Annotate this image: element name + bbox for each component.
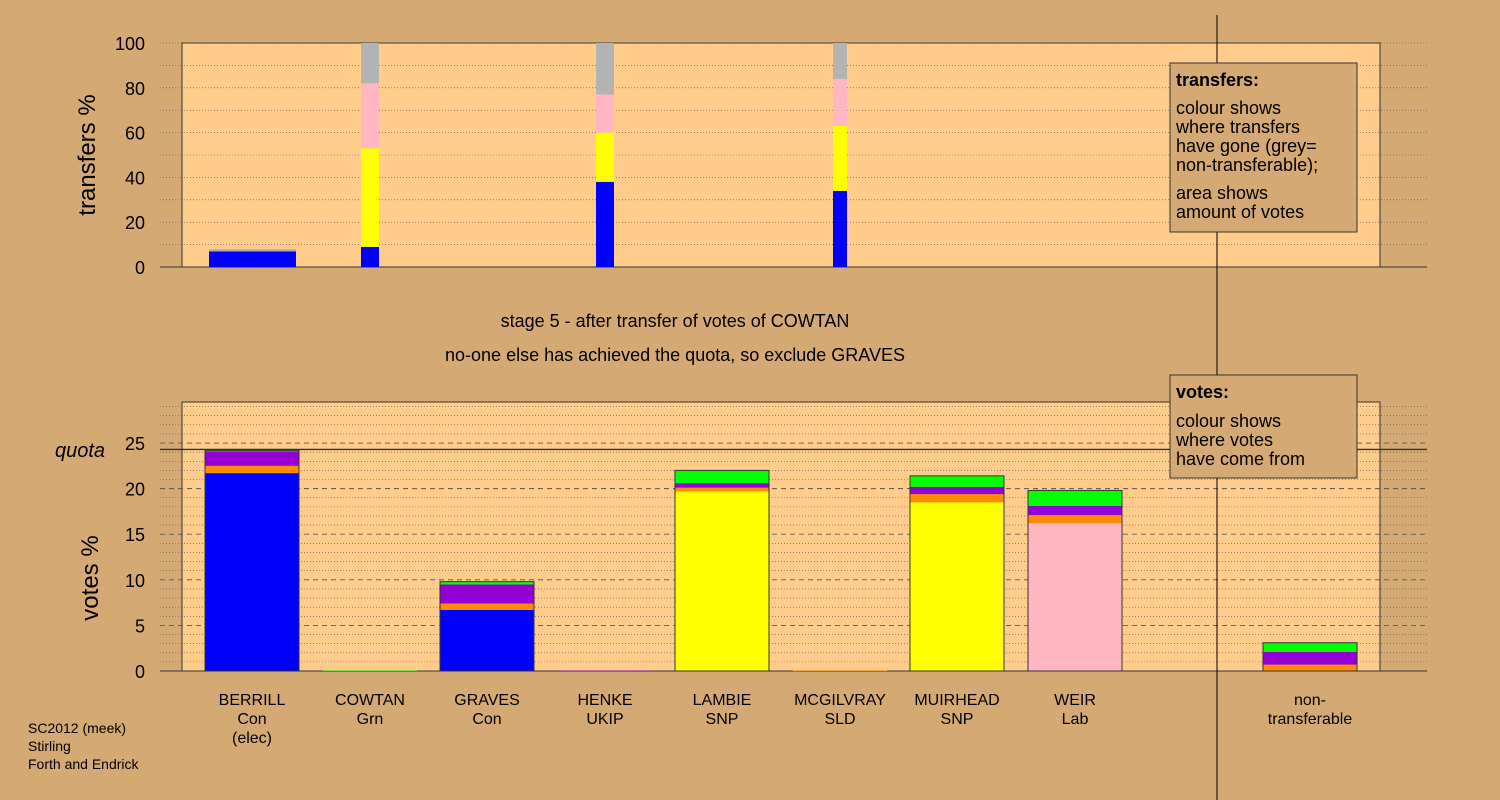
transfer-bar-segment: [361, 83, 379, 149]
transfers-legend-line: have gone (grey=: [1176, 136, 1317, 156]
y-tick-label: 25: [125, 434, 145, 454]
x-tick-label: BERRILL: [219, 692, 286, 709]
vote-bar-segment: [1028, 505, 1122, 516]
y-tick-label: 20: [125, 213, 145, 233]
votes-legend-title: votes:: [1176, 382, 1229, 402]
x-tick-label: Grn: [357, 711, 384, 728]
footer-line-3: Forth and Endrick: [28, 756, 139, 772]
y-tick-label: 20: [125, 480, 145, 500]
y-tick-label: 80: [125, 79, 145, 99]
vote-bar-segment: [440, 584, 534, 604]
y-tick-label: 0: [135, 258, 145, 278]
quota-label: quota: [55, 440, 105, 462]
x-tick-label: (elec): [232, 730, 272, 747]
vote-bar-segment: [1028, 515, 1122, 524]
votes-legend-line: colour shows: [1176, 411, 1281, 431]
votes-y-label: votes %: [77, 535, 104, 620]
transfers-legend-line: amount of votes: [1176, 202, 1304, 222]
vote-bar-segment: [440, 603, 534, 610]
vote-bar-segment: [558, 670, 652, 672]
vote-bar-segment: [205, 465, 299, 474]
vote-bar-outline: [909, 475, 1005, 672]
x-tick-label: transferable: [1268, 711, 1353, 728]
transfers-legend-line: where transfers: [1175, 117, 1300, 137]
x-tick-label: Con: [472, 711, 501, 728]
transfer-bar-segment: [833, 78, 847, 126]
vote-bar-segment: [1028, 490, 1122, 506]
y-tick-label: 5: [135, 616, 145, 636]
vote-bar-segment: [675, 487, 769, 492]
y-tick-label: 40: [125, 168, 145, 188]
transfer-bar-segment: [361, 246, 379, 267]
transfers-legend-line: area shows: [1176, 183, 1268, 203]
y-tick-label: 60: [125, 124, 145, 144]
transfer-bar-segment: [209, 249, 296, 252]
stage-line-2: no-one else has achieved the quota, so e…: [445, 345, 905, 365]
transfer-bar-segment: [833, 190, 847, 267]
transfer-bar-segment: [833, 43, 847, 79]
y-tick-label: 10: [125, 571, 145, 591]
vote-bar-segment: [1028, 523, 1122, 671]
vote-bar-segment: [675, 491, 769, 671]
vote-bar-segment: [1263, 651, 1357, 665]
transfer-bar-segment: [596, 132, 614, 182]
vote-bar-outline: [674, 469, 770, 672]
footer-line-1: SC2012 (meek): [28, 720, 126, 736]
x-tick-label: LAMBIE: [693, 692, 752, 709]
transfer-bar-segment: [833, 125, 847, 191]
vote-bar-segment: [910, 502, 1004, 671]
vote-bar-segment: [323, 670, 417, 672]
vote-bar-segment: [793, 670, 887, 672]
vote-bar-outline: [1262, 642, 1358, 672]
x-tick-label: Lab: [1062, 711, 1089, 728]
transfer-bar-segment: [596, 181, 614, 267]
x-tick-label: non-: [1294, 692, 1326, 709]
vote-bar-segment: [675, 470, 769, 484]
vote-bar-segment: [205, 451, 299, 466]
x-tick-label: HENKE: [577, 692, 632, 709]
transfer-bar-segment: [596, 43, 614, 95]
x-tick-label: SNP: [941, 711, 974, 728]
vote-bar-segment: [1263, 642, 1357, 652]
votes-legend-line: where votes: [1175, 430, 1273, 450]
x-tick-label: SLD: [824, 711, 855, 728]
x-tick-label: UKIP: [586, 711, 623, 728]
vote-bar-outline: [1027, 489, 1123, 672]
vote-bar-outline: [439, 581, 535, 672]
transfers-legend-title: transfers:: [1176, 70, 1259, 90]
x-tick-label: WEIR: [1054, 692, 1096, 709]
vote-bar-segment: [910, 494, 1004, 503]
vote-bar-segment: [910, 486, 1004, 495]
votes-legend: votes: colour shows where votes have com…: [1169, 374, 1358, 479]
stage-line-1: stage 5 - after transfer of votes of COW…: [501, 311, 850, 331]
vote-bar-segment: [440, 609, 534, 671]
y-tick-label: 0: [135, 662, 145, 682]
footer-line-2: Stirling: [28, 738, 71, 754]
vote-bar-segment: [675, 483, 769, 488]
transfer-bar-segment: [596, 94, 614, 133]
vote-bar-segment: [1263, 664, 1357, 671]
vote-bar-outline: [204, 449, 300, 672]
x-tick-label: MUIRHEAD: [914, 692, 999, 709]
x-tick-label: MCGILVRAY: [794, 692, 886, 709]
transfers-legend: transfers: colour shows where transfers …: [1169, 62, 1358, 233]
transfers-legend-line: colour shows: [1176, 98, 1281, 118]
x-tick-label: SNP: [706, 711, 739, 728]
vote-bar-segment: [910, 475, 1004, 487]
transfers-y-label: transfers %: [74, 94, 101, 215]
x-tick-label: COWTAN: [335, 692, 405, 709]
votes-legend-line: have come from: [1176, 449, 1305, 469]
transfer-bar-segment: [209, 251, 296, 267]
y-tick-label: 100: [115, 34, 145, 54]
transfer-bar-segment: [361, 43, 379, 84]
x-tick-label: GRAVES: [454, 692, 520, 709]
transfers-legend-line: non-transferable);: [1176, 155, 1318, 175]
transfer-bar-segment: [361, 148, 379, 247]
y-tick-label: 15: [125, 525, 145, 545]
vote-bar-segment: [205, 473, 299, 671]
vote-bar-segment: [440, 581, 534, 585]
x-tick-label: Con: [237, 711, 266, 728]
